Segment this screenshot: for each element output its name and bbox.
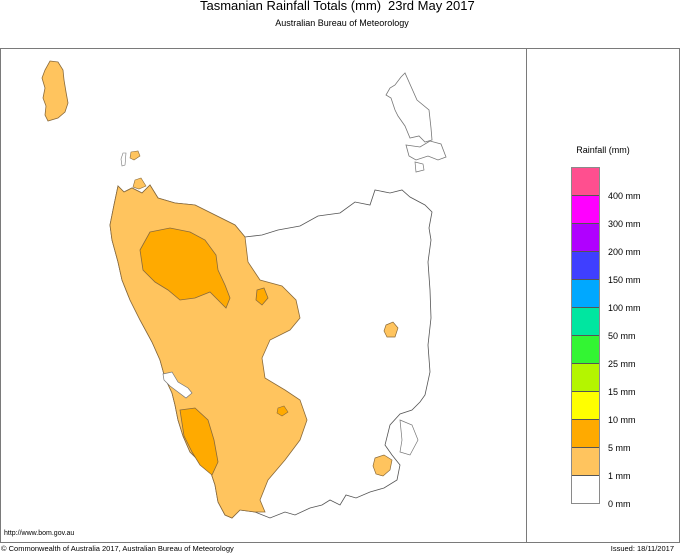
legend-swatch-150 [572,252,599,280]
legend-swatch-200 [572,224,599,252]
legend-label: 0 mm [608,499,631,509]
legend-swatch-0 [572,476,599,503]
tasmania-rainfall-map [41,60,447,519]
legend-label: 50 mm [608,331,636,341]
legend-swatch-15 [572,364,599,392]
issued-date: Issued: 18/11/2017 [610,544,674,553]
legend-swatch-5 [572,420,599,448]
map-subtitle: Australian Bureau of Meteorology [275,18,409,28]
legend-swatch-10 [572,392,599,420]
legend-label: 150 mm [608,275,641,285]
legend-label: 5 mm [608,443,631,453]
legend-label: 15 mm [608,387,636,397]
legend-title: Rainfall (mm) [576,145,630,155]
legend-label: 1 mm [608,471,631,481]
legend-swatch-300 [572,196,599,224]
legend-swatch-400plus [572,168,599,196]
legend-swatch-50 [572,308,599,336]
copyright-notice: © Commonwealth of Australia 2017, Austra… [1,544,234,553]
legend-label: 25 mm [608,359,636,369]
legend-colorbar [571,167,600,504]
legend-swatch-100 [572,280,599,308]
legend-label: 300 mm [608,219,641,229]
zone-5-10mm-northwest [139,227,231,309]
flinders-island [385,72,433,143]
legend-swatch-25 [572,336,599,364]
map-title: Tasmanian Rainfall Totals (mm) 23rd May … [0,0,680,43]
king-island [41,60,69,122]
bom-url-link[interactable]: http://www.bom.gov.au [4,530,75,537]
zone-5-10mm-southwest [179,407,219,476]
legend-label: 10 mm [608,415,636,425]
legend-divider [526,48,527,542]
title-text: Tasmanian Rainfall Totals (mm) [200,0,382,13]
legend-label: 100 mm [608,303,641,313]
title-date: 23rd May 2017 [388,0,475,13]
legend-swatch-1 [572,448,599,476]
legend-label: 400 mm [608,191,641,201]
legend-label: 200 mm [608,247,641,257]
